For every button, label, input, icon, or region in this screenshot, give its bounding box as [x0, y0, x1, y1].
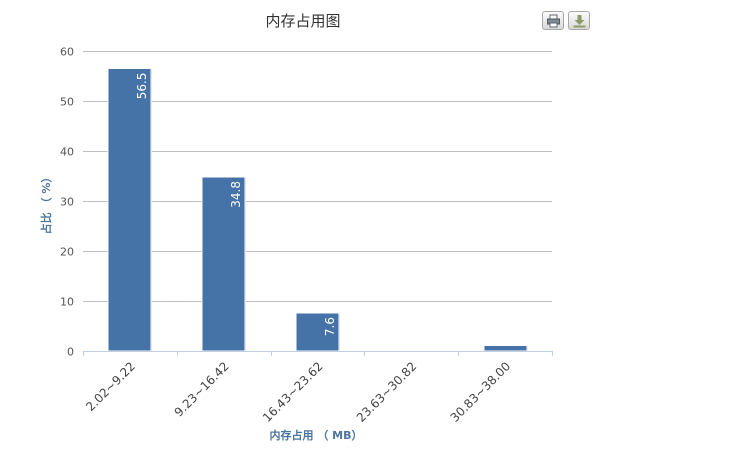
y-tick-label: 60 — [60, 46, 74, 59]
data-labels: 56.5 34.8 7.6 — [135, 73, 337, 337]
download-icon — [573, 15, 586, 28]
bar — [201, 176, 246, 352]
y-tick-label: 0 — [67, 346, 74, 359]
x-axis-categories: 2.02~9.22 9.23~16.42 16.43~23.62 23.63~30.8… — [83, 359, 513, 425]
x-axis-title: 内存占用 （ MB） — [270, 428, 363, 442]
x-axis — [83, 351, 553, 356]
y-axis-ticks: 0 10 20 30 40 50 60 — [60, 46, 74, 359]
x-category-label: 2.02~9.22 — [83, 359, 138, 414]
y-tick-label: 10 — [60, 296, 74, 309]
data-label: 56.5 — [135, 73, 149, 100]
data-label: 34.8 — [229, 181, 243, 208]
y-tick-label: 50 — [60, 96, 74, 109]
y-tick-label: 40 — [60, 146, 74, 159]
print-button[interactable] — [542, 11, 564, 30]
x-category-label: 30.83~38.00 — [448, 359, 514, 425]
bar — [295, 312, 340, 352]
gridlines — [83, 51, 552, 302]
y-axis-title: 占比 （ %） — [39, 172, 53, 235]
bar — [483, 345, 528, 352]
bar — [107, 68, 152, 352]
x-category-label: 23.63~30.82 — [354, 359, 420, 425]
chart-title: 内存占用图 — [265, 12, 340, 30]
export-button[interactable] — [568, 11, 590, 30]
printer-icon — [547, 14, 560, 28]
x-category-label: 16.43~23.62 — [260, 359, 326, 425]
y-tick-label: 30 — [60, 196, 74, 209]
x-category-label: 9.23~16.42 — [172, 359, 232, 419]
data-label: 7.6 — [323, 317, 337, 336]
bars — [107, 68, 528, 352]
y-tick-label: 20 — [60, 246, 74, 259]
